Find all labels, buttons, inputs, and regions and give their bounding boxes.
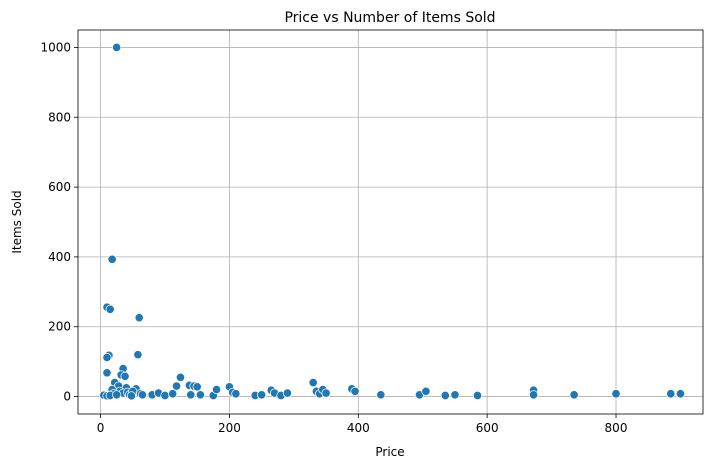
data-point xyxy=(308,378,318,388)
data-point xyxy=(134,313,144,323)
data-points xyxy=(99,42,686,401)
x-tick-label: 400 xyxy=(347,421,370,435)
data-point xyxy=(376,390,386,400)
data-point xyxy=(421,386,431,396)
data-point xyxy=(168,389,178,399)
data-point xyxy=(126,391,137,401)
y-tick-label: 200 xyxy=(48,320,71,334)
x-axis-label: Price xyxy=(375,445,404,459)
data-point xyxy=(321,388,331,398)
data-point xyxy=(112,42,122,53)
chart-title: Price vs Number of Items Sold xyxy=(284,10,495,26)
data-point xyxy=(440,390,450,401)
data-point xyxy=(195,390,205,400)
data-point xyxy=(133,350,143,360)
data-point xyxy=(112,390,122,400)
y-axis-label: Items Sold xyxy=(10,190,24,253)
data-point xyxy=(350,386,360,396)
data-point xyxy=(175,372,186,382)
data-point xyxy=(107,254,117,264)
data-point xyxy=(211,384,222,395)
x-tick-label: 600 xyxy=(476,421,499,435)
grid xyxy=(78,30,703,414)
data-point xyxy=(102,368,112,378)
data-point xyxy=(120,371,130,381)
data-point xyxy=(282,388,292,398)
x-tick-label: 200 xyxy=(218,421,241,435)
data-point xyxy=(257,390,267,400)
data-point xyxy=(102,352,112,363)
data-point xyxy=(528,390,539,400)
data-point xyxy=(105,304,115,314)
data-point xyxy=(675,389,686,399)
data-point xyxy=(192,382,202,392)
data-point xyxy=(666,389,676,399)
data-point xyxy=(472,390,483,401)
data-point xyxy=(137,390,148,400)
x-tick-label: 0 xyxy=(97,421,105,435)
y-tick-label: 800 xyxy=(48,110,71,124)
data-point xyxy=(172,381,182,391)
y-tick-label: 1000 xyxy=(40,40,71,54)
y-tick-label: 400 xyxy=(48,250,71,264)
plot-frame xyxy=(77,29,704,415)
data-point xyxy=(450,390,460,400)
x-tick-label: 800 xyxy=(605,421,628,435)
data-point xyxy=(160,390,170,401)
y-tick-label: 600 xyxy=(48,180,71,194)
data-point xyxy=(186,390,196,400)
data-point xyxy=(231,389,241,399)
data-point xyxy=(611,389,621,399)
y-tick-label: 0 xyxy=(63,390,71,404)
axis-ticks: 0 200 400 600 800 0 200 400 600 800 1000 xyxy=(40,40,627,435)
data-point xyxy=(569,390,579,400)
